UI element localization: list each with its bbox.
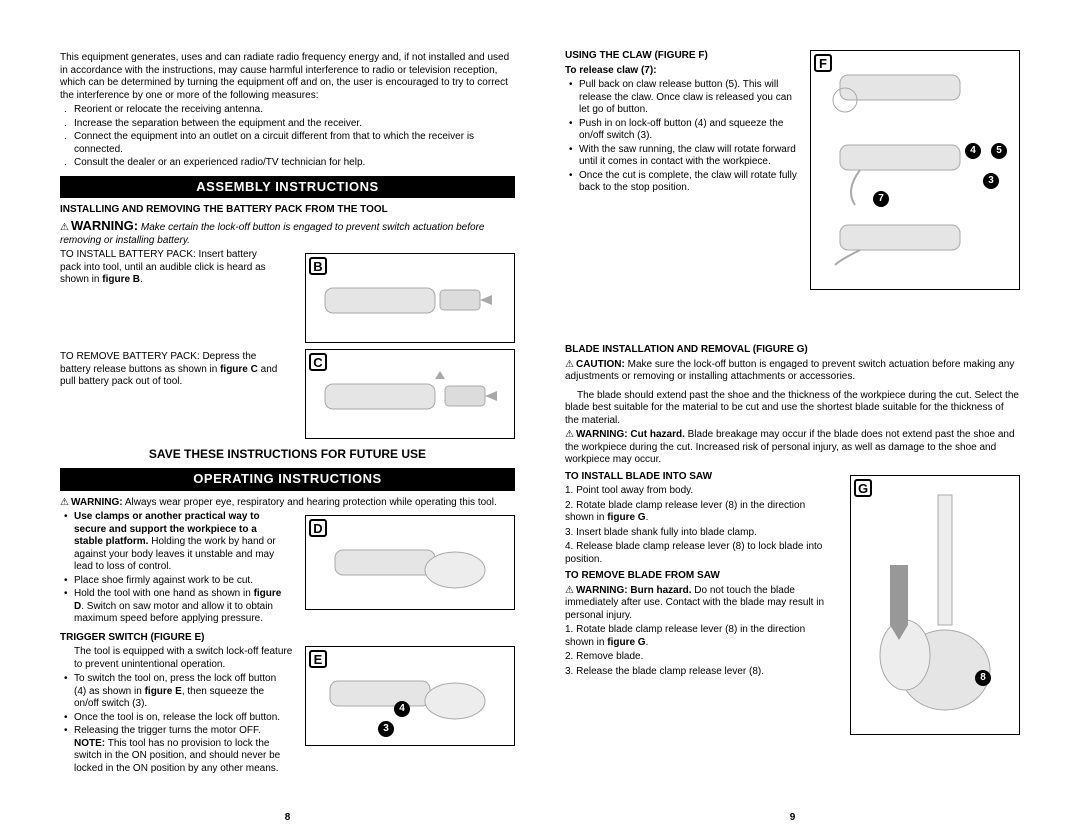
remove-warn-line: WARNING: Burn hazard. Do not touch the b… xyxy=(565,585,835,623)
trigger-bullet: To switch the tool on, press the lock of… xyxy=(60,673,285,711)
measure-item: Connect the equipment into an outlet on … xyxy=(60,131,515,156)
saw-hand-illustration-icon xyxy=(320,525,500,600)
figure-c: C xyxy=(305,349,515,439)
blade-warn-label: WARNING: Cut hazard. xyxy=(576,429,685,440)
warning-icon xyxy=(60,222,71,233)
remove-warn-label: WARNING: Burn hazard. xyxy=(576,585,692,596)
op-warning-line: WARNING: Always wear proper eye, respira… xyxy=(60,497,515,510)
trigger-bullets: To switch the tool on, press the lock of… xyxy=(60,673,285,775)
blade-extend-text: The blade should extend past the shoe an… xyxy=(565,390,1020,428)
trigger-head: TRIGGER SWITCH (FIGURE E) xyxy=(60,632,515,645)
op-bullet: Place shoe firmly against work to be cut… xyxy=(60,575,285,588)
figure-d: D xyxy=(305,515,515,610)
install-steps: 1. Point tool away from body. 2. Rotate … xyxy=(565,485,835,566)
page-right: F 5 4 3 7 USING THE CLAW (FIGURE F) To r… xyxy=(565,50,1020,824)
install-step: 1. Point tool away from body. xyxy=(565,485,835,498)
warning-label: WARNING: xyxy=(71,218,138,233)
op-bullets: Use clamps or another practical way to s… xyxy=(60,511,285,626)
page-number-right: 9 xyxy=(565,812,1020,825)
op-bullet: Use clamps or another practical way to s… xyxy=(60,511,285,574)
remove-battery-text: TO REMOVE BATTERY PACK: Depress the batt… xyxy=(60,351,280,389)
callout-7: 7 xyxy=(873,191,889,207)
callout-8: 8 xyxy=(975,670,991,686)
callout-4: 4 xyxy=(394,701,410,717)
figure-f: F 5 4 3 7 xyxy=(810,50,1020,290)
page-number-left: 8 xyxy=(60,812,515,825)
measure-item: Increase the separation between the equi… xyxy=(60,118,515,131)
install-step: 4. Release blade clamp release lever (8)… xyxy=(565,541,835,566)
measures-list: Reorient or relocate the receiving anten… xyxy=(60,104,515,170)
warning-icon xyxy=(565,359,576,370)
trigger-bullet: Once the tool is on, release the lock of… xyxy=(60,712,285,725)
measure-item: Consult the dealer or an experienced rad… xyxy=(60,157,515,170)
saw-illustration-icon xyxy=(320,268,500,328)
op-warning-text: Always wear proper eye, respiratory and … xyxy=(123,497,497,508)
op-bullet: Hold the tool with one hand as shown in … xyxy=(60,588,285,626)
callout-4: 4 xyxy=(965,143,981,159)
blade-caution-line: CAUTION: Make sure the lock-off button i… xyxy=(565,359,1020,384)
op-warning-label: WARNING: xyxy=(71,497,123,508)
claw-bullets: Pull back on claw release button (5). Th… xyxy=(565,79,805,195)
intro-text: This equipment generates, uses and can r… xyxy=(60,52,515,102)
warning-line: WARNING: Make certain the lock-off butto… xyxy=(60,218,515,247)
install-remove-head: INSTALLING AND REMOVING THE BATTERY PACK… xyxy=(60,204,515,217)
callout-3: 3 xyxy=(378,721,394,737)
callout-5: 5 xyxy=(991,143,1007,159)
remove-step: 3. Release the blade clamp release lever… xyxy=(565,666,835,679)
save-instructions-head: SAVE THESE INSTRUCTIONS FOR FUTURE USE xyxy=(60,447,515,462)
measure-item: Reorient or relocate the receiving anten… xyxy=(60,104,515,117)
claw-bullet: Pull back on claw release button (5). Th… xyxy=(565,79,805,117)
figure-b: B xyxy=(305,253,515,343)
install-step: 3. Insert blade shank fully into blade c… xyxy=(565,527,835,540)
claw-bullet: Push in on lock-off button (4) and squee… xyxy=(565,118,805,143)
operating-header: OPERATING INSTRUCTIONS xyxy=(60,468,515,490)
remove-steps: 1. Rotate blade clamp release lever (8) … xyxy=(565,624,835,678)
warning-icon xyxy=(565,429,576,440)
figure-e: E 4 3 xyxy=(305,646,515,746)
blade-caution-text: Make sure the lock-off button is engaged… xyxy=(565,359,1014,383)
figure-g: G 8 xyxy=(850,475,1020,735)
saw-illustration-icon xyxy=(320,364,500,424)
remove-step: 2. Remove blade. xyxy=(565,651,835,664)
claw-bullet: Once the cut is complete, the claw will … xyxy=(565,170,805,195)
warning-icon xyxy=(565,585,576,596)
page-left: This equipment generates, uses and can r… xyxy=(60,50,515,824)
trigger-bullet: Releasing the trigger turns the motor OF… xyxy=(60,725,285,775)
warning-icon xyxy=(60,497,71,508)
install-battery-text: TO INSTALL BATTERY PACK: Insert battery … xyxy=(60,249,280,287)
blade-head: BLADE INSTALLATION AND REMOVAL (FIGURE G… xyxy=(565,344,1020,357)
blade-install-illustration-icon xyxy=(860,485,1010,725)
claw-bullet: With the saw running, the claw will rota… xyxy=(565,144,805,169)
callout-3: 3 xyxy=(983,173,999,189)
install-step: 2. Rotate blade clamp release lever (8) … xyxy=(565,500,835,525)
saw-trigger-illustration-icon xyxy=(320,656,500,736)
remove-step: 1. Rotate blade clamp release lever (8) … xyxy=(565,624,835,649)
claw-sequence-illustration-icon xyxy=(820,60,1010,280)
blade-caution-label: CAUTION: xyxy=(576,359,625,370)
blade-warn-line: WARNING: Cut hazard. Blade breakage may … xyxy=(565,429,1020,467)
assembly-header: ASSEMBLY INSTRUCTIONS xyxy=(60,176,515,198)
